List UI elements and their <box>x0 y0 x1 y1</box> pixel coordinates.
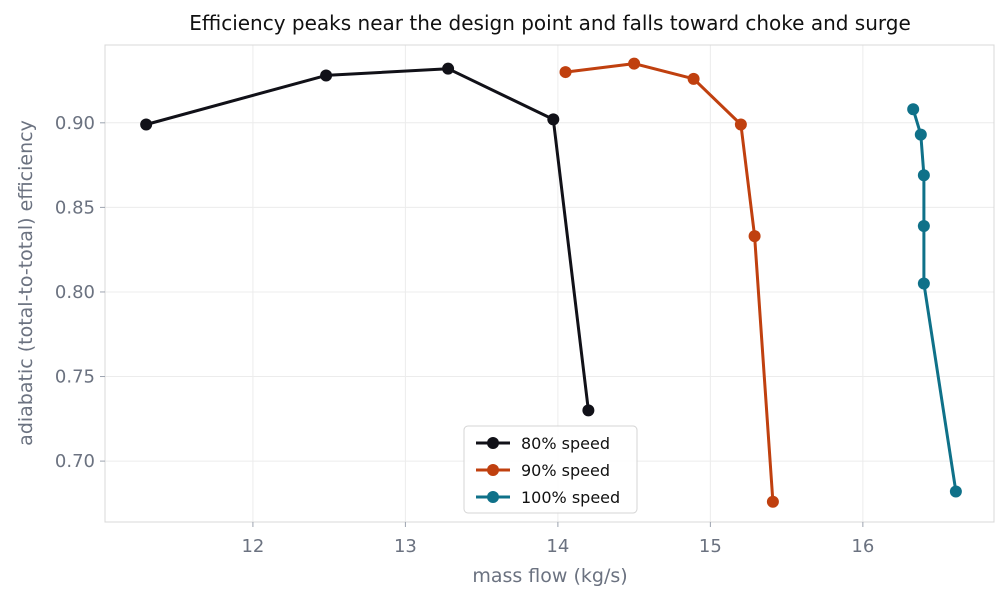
y-axis-ticks: 0.70 0.75 0.80 0.85 0.90 <box>55 113 105 472</box>
data-point <box>559 66 572 79</box>
data-point <box>442 62 455 75</box>
x-tick-label: 12 <box>241 536 264 557</box>
data-point <box>734 118 747 131</box>
plot-frame <box>104 44 995 523</box>
y-tick-label: 0.70 <box>55 451 95 472</box>
series-layer <box>140 57 962 508</box>
legend-label: 100% speed <box>521 488 620 507</box>
legend-marker <box>487 464 499 476</box>
series-3 <box>907 103 962 498</box>
series-2 <box>559 57 779 508</box>
series-1 <box>140 62 595 417</box>
x-tick-label: 13 <box>394 536 417 557</box>
chart-title: Efficiency peaks near the design point a… <box>189 11 911 35</box>
y-tick-label: 0.75 <box>55 367 95 388</box>
legend-marker <box>487 437 499 449</box>
x-tick-label: 14 <box>546 536 569 557</box>
x-tick-label: 15 <box>699 536 722 557</box>
series-line <box>144 67 590 412</box>
legend-item: 100% speed <box>476 488 620 507</box>
data-point <box>917 277 930 290</box>
data-point <box>628 57 641 70</box>
data-point <box>582 404 595 417</box>
data-point <box>687 72 700 85</box>
data-point <box>949 485 962 498</box>
legend: 80% speed 90% speed 100% speed <box>463 425 638 514</box>
data-point <box>320 69 333 82</box>
legend-label: 90% speed <box>521 461 610 480</box>
data-point <box>917 219 930 232</box>
y-axis-label: adiabatic (total-to-total) efficiency <box>15 120 37 446</box>
data-point <box>748 230 761 243</box>
legend-item: 80% speed <box>476 434 610 453</box>
x-axis-ticks: 12 13 14 15 16 <box>241 522 874 557</box>
legend-marker <box>487 491 499 503</box>
y-tick-label: 0.80 <box>55 282 95 303</box>
y-tick-label: 0.85 <box>55 197 95 218</box>
legend-box <box>463 425 638 514</box>
x-axis-label: mass flow (kg/s) <box>472 565 627 587</box>
data-point <box>547 113 560 126</box>
data-point <box>140 118 153 131</box>
series-line <box>564 62 775 504</box>
y-tick-label: 0.90 <box>55 113 95 134</box>
series-line <box>911 107 958 494</box>
data-point <box>766 495 779 508</box>
data-point <box>917 169 930 182</box>
x-tick-label: 16 <box>851 536 874 557</box>
legend-item: 90% speed <box>476 461 610 480</box>
data-point <box>914 128 927 141</box>
legend-label: 80% speed <box>521 434 610 453</box>
data-point <box>907 103 920 116</box>
